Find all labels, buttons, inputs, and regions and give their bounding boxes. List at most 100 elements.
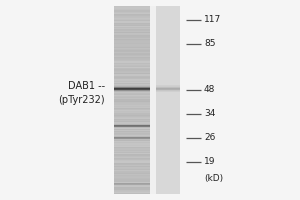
- Bar: [114, 60, 150, 61]
- Bar: [114, 185, 150, 186]
- Bar: [114, 125, 150, 126]
- Bar: [114, 43, 150, 44]
- Bar: [114, 26, 150, 27]
- Bar: [114, 136, 150, 137]
- Bar: [114, 148, 150, 149]
- Bar: [114, 155, 150, 156]
- Bar: [114, 19, 150, 20]
- Bar: [114, 91, 150, 92]
- Bar: [114, 167, 150, 168]
- Bar: [114, 110, 150, 111]
- Bar: [114, 47, 150, 48]
- Bar: [114, 166, 150, 167]
- Bar: [114, 85, 150, 86]
- Bar: [156, 85, 180, 86]
- Bar: [114, 162, 150, 163]
- Bar: [114, 15, 150, 16]
- Bar: [114, 154, 150, 155]
- Bar: [114, 118, 150, 119]
- Bar: [114, 104, 150, 105]
- Bar: [114, 24, 150, 25]
- Bar: [114, 10, 150, 11]
- Bar: [114, 186, 150, 187]
- Bar: [114, 12, 150, 13]
- Bar: [114, 193, 150, 194]
- Bar: [114, 168, 150, 169]
- Bar: [114, 45, 150, 46]
- Bar: [114, 50, 150, 51]
- Bar: [114, 59, 150, 60]
- Bar: [114, 20, 150, 21]
- Bar: [114, 7, 150, 8]
- Bar: [114, 159, 150, 160]
- Bar: [114, 56, 150, 57]
- Bar: [114, 39, 150, 40]
- Bar: [114, 137, 150, 138]
- Bar: [114, 27, 150, 28]
- Bar: [114, 181, 150, 182]
- Bar: [114, 88, 150, 89]
- Bar: [114, 180, 150, 181]
- Text: 19: 19: [204, 158, 215, 166]
- Bar: [156, 86, 180, 87]
- Bar: [114, 100, 150, 101]
- Bar: [114, 174, 150, 175]
- Bar: [114, 73, 150, 74]
- Bar: [114, 31, 150, 32]
- Bar: [114, 37, 150, 38]
- Bar: [114, 145, 150, 146]
- Bar: [114, 144, 150, 145]
- Bar: [114, 85, 150, 86]
- Text: (kD): (kD): [204, 174, 223, 184]
- Bar: [114, 36, 150, 56]
- Bar: [114, 124, 150, 125]
- Bar: [114, 58, 150, 59]
- Bar: [114, 88, 150, 89]
- Bar: [114, 147, 150, 148]
- Bar: [114, 41, 150, 42]
- Bar: [114, 36, 150, 37]
- Bar: [114, 79, 150, 80]
- Bar: [114, 138, 150, 139]
- Bar: [114, 88, 150, 89]
- Bar: [156, 88, 180, 89]
- Bar: [114, 143, 150, 144]
- Bar: [150, 6, 156, 194]
- Bar: [114, 157, 150, 158]
- Bar: [114, 63, 150, 64]
- Bar: [114, 158, 150, 159]
- Bar: [114, 84, 150, 85]
- Bar: [114, 126, 150, 127]
- Bar: [114, 87, 150, 88]
- Bar: [114, 55, 150, 56]
- Bar: [114, 105, 150, 106]
- Bar: [156, 87, 180, 88]
- Bar: [114, 89, 150, 90]
- Bar: [114, 9, 150, 10]
- Bar: [156, 87, 180, 88]
- Bar: [114, 152, 150, 153]
- Text: DAB1 --: DAB1 --: [68, 81, 105, 91]
- Bar: [114, 32, 150, 33]
- Bar: [114, 21, 150, 22]
- Bar: [114, 183, 150, 184]
- Bar: [114, 121, 150, 122]
- Bar: [114, 8, 150, 9]
- Bar: [114, 136, 150, 137]
- Bar: [114, 146, 150, 147]
- Bar: [114, 171, 150, 172]
- Bar: [114, 18, 150, 19]
- Bar: [114, 134, 150, 135]
- Bar: [114, 83, 150, 84]
- Bar: [156, 88, 180, 89]
- Bar: [114, 49, 150, 50]
- Bar: [114, 51, 150, 52]
- Bar: [114, 91, 150, 92]
- Bar: [156, 89, 180, 90]
- Bar: [114, 80, 150, 81]
- Bar: [114, 17, 150, 18]
- Bar: [114, 183, 150, 184]
- Bar: [114, 183, 150, 184]
- Bar: [114, 28, 150, 29]
- Bar: [114, 16, 150, 17]
